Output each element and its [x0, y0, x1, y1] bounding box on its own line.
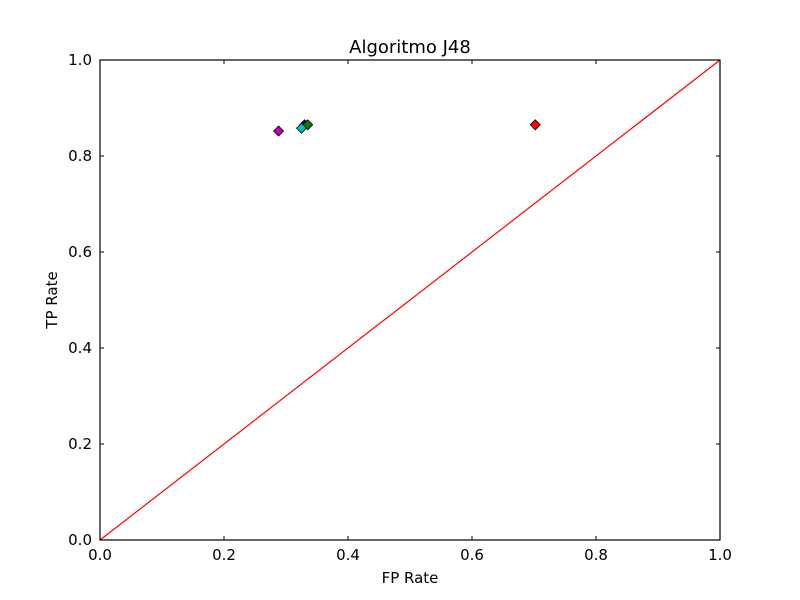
x-tick-label-1: 0.2	[212, 546, 236, 564]
x-tick-label-3: 0.6	[460, 546, 484, 564]
y-tick-label-5: 1.0	[68, 51, 92, 69]
plot-area: 0.0 0.2 0.4 0.6 0.8 1.0 0.0 0.2 0.4 0.6 0.8 1.0	[68, 51, 732, 564]
diagonal-reference-line	[99, 59, 721, 541]
data-point-2	[295, 122, 308, 134]
y-tick-label-2: 0.4	[68, 339, 92, 357]
x-tick-label-2: 0.4	[336, 546, 360, 564]
chart-title: Algoritmo J48	[349, 37, 471, 58]
x-tick-label-0: 0.0	[88, 546, 112, 564]
data-point-3	[272, 125, 285, 137]
x-tick-label-4: 0.8	[584, 546, 608, 564]
x-axis-label: FP Rate	[382, 569, 439, 587]
y-tick-label-1: 0.2	[68, 435, 92, 453]
y-axis-label: TP Rate	[43, 271, 61, 329]
y-tick-label-3: 0.6	[68, 243, 92, 261]
axes-frame	[99, 59, 721, 541]
x-tick-label-5: 1.0	[708, 546, 732, 564]
y-tick-label-0: 0.0	[68, 531, 92, 549]
data-point-4	[529, 119, 541, 131]
y-tick-label-4: 0.8	[68, 147, 92, 165]
